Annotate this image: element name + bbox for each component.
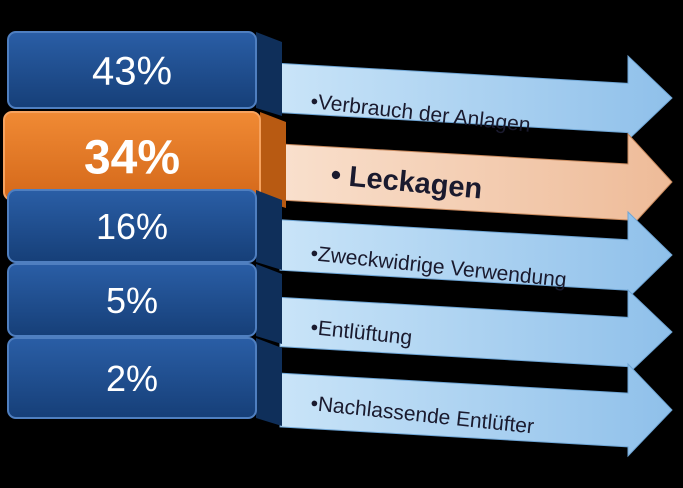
bullet-icon: • — [329, 159, 350, 193]
percent-value-2: 34% — [84, 131, 180, 184]
block-layer: 43% 34% 16% 5% 2% — [3, 31, 286, 426]
bullet-icon: • — [309, 242, 319, 266]
block-side-5 — [256, 338, 282, 426]
arrow-4 — [279, 288, 673, 376]
block-side-1 — [256, 32, 282, 116]
arrow-3 — [279, 210, 673, 300]
percent-block-5 — [7, 337, 257, 419]
percent-block-1 — [7, 31, 257, 109]
arrow-2 — [279, 132, 673, 232]
percent-value-1: 43% — [92, 49, 172, 93]
arrow-1 — [279, 54, 673, 142]
block-side-2 — [260, 112, 286, 208]
percent-block-3 — [7, 189, 257, 263]
percent-block-4 — [7, 263, 257, 337]
percent-value-4: 5% — [106, 280, 158, 321]
bullet-icon: • — [309, 392, 319, 416]
percent-value-5: 2% — [106, 358, 158, 399]
percent-value-3: 16% — [96, 206, 168, 247]
block-side-4 — [256, 264, 282, 344]
bullet-icon: • — [309, 90, 319, 114]
arrow-5 — [279, 362, 673, 458]
block-side-3 — [256, 190, 282, 270]
bullet-icon: • — [309, 316, 319, 340]
arrow-layer: •Verbrauch der Anlagen• Leckagen•Zweckwi… — [279, 54, 673, 458]
